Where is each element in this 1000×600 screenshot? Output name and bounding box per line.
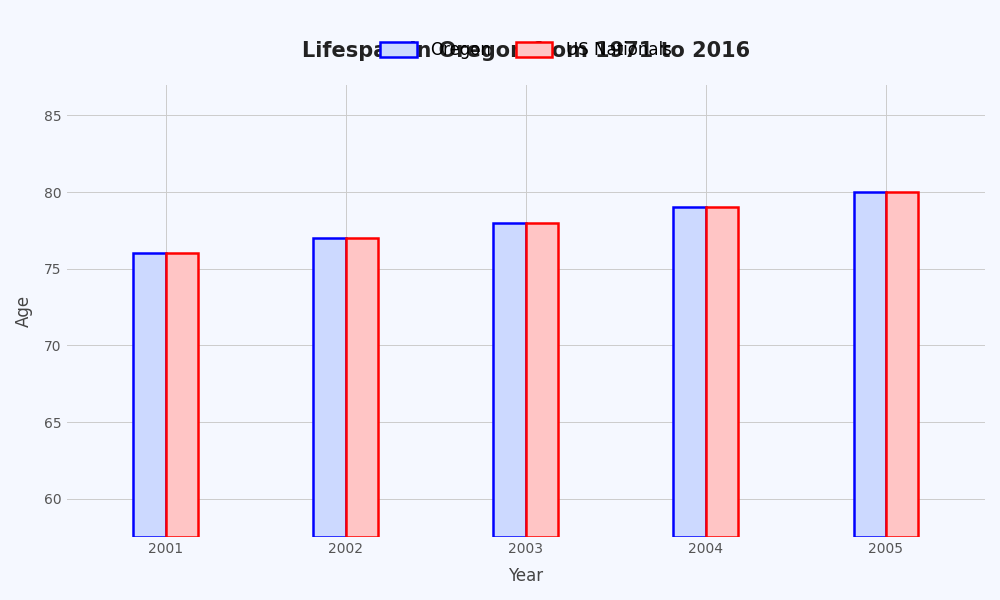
Y-axis label: Age: Age — [15, 295, 33, 327]
Bar — [313, 238, 346, 537]
Bar — [133, 253, 166, 537]
Bar — [526, 223, 558, 537]
Legend: Oregon, US Nationals: Oregon, US Nationals — [373, 34, 678, 65]
Bar — [706, 208, 738, 537]
Bar — [346, 238, 378, 537]
Bar — [854, 192, 886, 537]
X-axis label: Year: Year — [508, 567, 543, 585]
Bar — [673, 208, 706, 537]
Title: Lifespan in Oregon from 1971 to 2016: Lifespan in Oregon from 1971 to 2016 — [302, 41, 750, 61]
Bar — [166, 253, 198, 537]
Bar — [493, 223, 526, 537]
Bar — [886, 192, 918, 537]
